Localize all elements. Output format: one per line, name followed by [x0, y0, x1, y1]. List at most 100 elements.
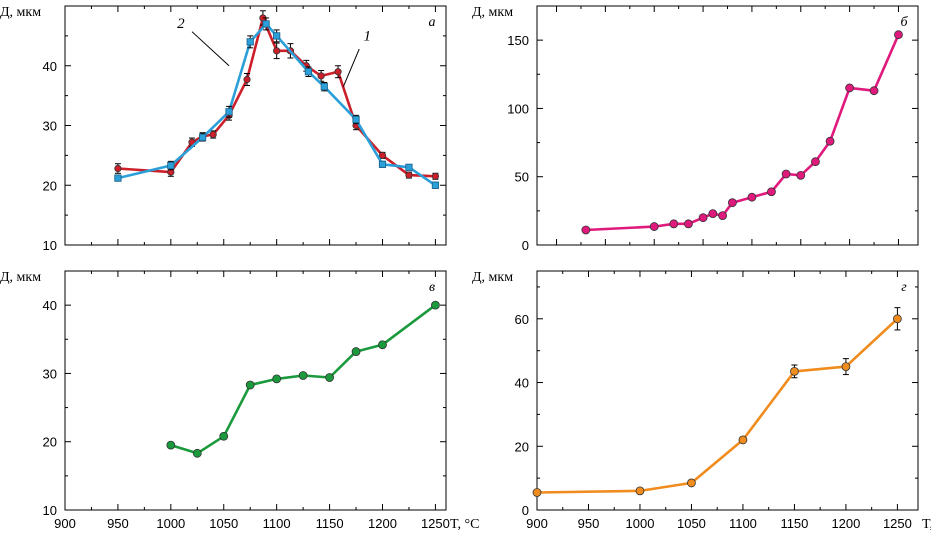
- series-1-leader: [342, 48, 360, 87]
- x-tick-label: 1050: [677, 516, 706, 531]
- data-point: [747, 192, 757, 202]
- x-tick-label: 900: [526, 516, 548, 531]
- data-point: [431, 172, 440, 180]
- data-point: [378, 340, 387, 350]
- data-point: [166, 440, 176, 450]
- x-tick-label: 1050: [209, 516, 238, 531]
- plot-frame: [536, 270, 919, 511]
- series-1-label: 1: [363, 29, 371, 45]
- y-tick-label: 100: [507, 101, 529, 116]
- x-tick-label: 900: [54, 516, 76, 531]
- data-point: [684, 219, 693, 229]
- data-point: [698, 213, 708, 223]
- data-point: [298, 371, 308, 380]
- data-point: [167, 161, 175, 170]
- data-point: [845, 83, 855, 93]
- series-line: [170, 304, 437, 455]
- data-point: [243, 75, 251, 84]
- data-point: [246, 38, 254, 46]
- x-tick-label: 1150: [780, 516, 808, 531]
- y-tick-label: 50: [515, 170, 529, 185]
- data-point: [405, 171, 413, 179]
- data-point: [893, 314, 902, 324]
- data-point: [811, 157, 820, 167]
- x-tick-label: 950: [107, 516, 129, 531]
- data-point: [790, 366, 799, 376]
- x-tick-label: 1250: [421, 516, 450, 531]
- y-tick-label: 40: [43, 298, 57, 313]
- x-tick-label: 1200: [831, 516, 860, 531]
- data-point: [245, 380, 255, 390]
- data-point: [869, 86, 879, 96]
- series-2-label: 2: [177, 16, 185, 32]
- y-tick-label: 20: [43, 435, 57, 450]
- panel-letter: а: [429, 15, 436, 30]
- x-tick-label: 1150: [316, 516, 344, 531]
- panel-v: 900 950 1000 1050 1100 1150 1200 1250 10 20 30 40Д,…: [0, 270, 479, 532]
- panel-letter: г: [901, 280, 907, 295]
- data-point: [796, 170, 806, 180]
- data-point: [738, 435, 748, 445]
- data-point: [431, 300, 440, 310]
- panel-g: 900 950 1000 1050 1100 1150 1200 1250 0 20 40 60 Д, …: [472, 270, 931, 532]
- y-axis-label: Д, мкм: [0, 270, 41, 285]
- data-point: [114, 174, 122, 182]
- data-point: [262, 20, 270, 28]
- y-tick-label: 60: [515, 312, 529, 327]
- x-axis-label: T, °C: [922, 517, 931, 532]
- data-point: [378, 151, 387, 159]
- data-point: [273, 32, 281, 40]
- data-point: [378, 160, 387, 168]
- x-tick-label: 950: [578, 516, 600, 531]
- x-tick-label: 1000: [156, 516, 185, 531]
- data-point: [825, 136, 835, 146]
- y-tick-label: 30: [43, 366, 57, 381]
- data-point: [114, 164, 122, 173]
- panel-letter: б: [900, 15, 908, 30]
- series-line: [536, 317, 899, 494]
- series-line: [585, 34, 900, 232]
- data-point: [894, 30, 903, 40]
- y-tick-label: 0: [522, 238, 529, 253]
- y-tick-label: 0: [522, 503, 529, 518]
- data-point: [352, 115, 360, 124]
- y-tick-label: 20: [43, 178, 57, 193]
- data-point: [273, 47, 281, 55]
- data-point: [727, 198, 737, 208]
- data-point: [304, 68, 313, 76]
- y-tick-label: 150: [507, 33, 529, 48]
- y-tick-label: 20: [515, 439, 529, 454]
- data-point: [687, 478, 696, 488]
- x-tick-label: 1100: [263, 516, 291, 531]
- data-point: [272, 374, 282, 384]
- y-tick-label: 40: [43, 59, 57, 74]
- series-2-leader: [191, 31, 230, 67]
- data-point: [320, 83, 328, 91]
- data-point: [225, 108, 233, 116]
- data-point: [841, 362, 851, 372]
- panel-letter: в: [429, 280, 435, 295]
- y-tick-label: 40: [515, 376, 529, 391]
- data-point: [192, 448, 202, 458]
- y-axis-label: Д, мкм: [0, 5, 41, 20]
- data-point: [635, 486, 645, 496]
- y-axis-label: Д, мкм: [472, 270, 513, 285]
- y-tick-label: 10: [43, 503, 57, 518]
- data-point: [718, 211, 728, 221]
- x-tick-label: 1250: [883, 516, 912, 531]
- data-point: [781, 169, 791, 179]
- x-tick-label: 1000: [626, 516, 655, 531]
- data-point: [767, 187, 776, 197]
- data-point: [708, 209, 718, 218]
- data-point: [325, 373, 334, 382]
- data-point: [334, 68, 342, 76]
- data-point: [198, 133, 207, 142]
- data-point: [581, 225, 591, 235]
- data-point: [405, 163, 413, 171]
- data-point: [669, 219, 679, 229]
- plot-frame: [64, 270, 447, 511]
- x-axis-label: T, °C: [450, 517, 479, 532]
- y-tick-label: 10: [43, 238, 57, 253]
- panel-b: 0 50 100 150 Д, мкм б: [472, 5, 919, 253]
